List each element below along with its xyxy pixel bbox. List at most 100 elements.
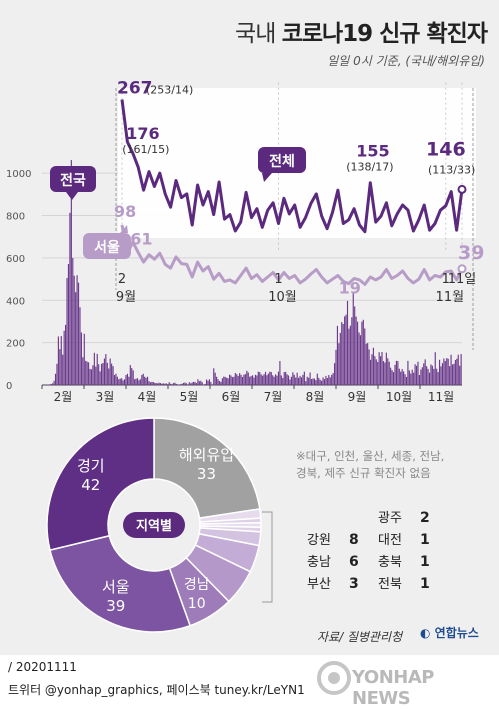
national-bar: [61, 336, 62, 385]
seoul-3-label: 19: [339, 279, 361, 298]
national-bar: [84, 334, 85, 385]
national-bar: [426, 366, 427, 385]
detail-x-tick-day: 11일: [448, 272, 477, 287]
total-peak-sub: (253/14): [146, 84, 193, 97]
national-bar: [354, 306, 355, 385]
donut-slice-label: 서울: [102, 578, 130, 596]
donut-center-text: 지역별: [136, 518, 172, 534]
legend-region-label: 전북: [378, 577, 402, 592]
national-bar: [206, 379, 207, 385]
national-bar: [302, 375, 303, 385]
national-bar: [294, 375, 295, 385]
national-bar: [252, 375, 253, 385]
national-bar: [110, 359, 111, 385]
bar-y-tick: 600: [6, 254, 25, 265]
national-bar: [363, 320, 364, 385]
national-bar: [347, 301, 348, 385]
legend-region-value: 8: [349, 532, 359, 548]
national-bar: [101, 364, 102, 385]
national-bar: [229, 375, 230, 385]
tag-national: 전국: [50, 166, 96, 200]
national-bar: [150, 382, 151, 385]
bar-y-tick: 1000: [6, 169, 31, 180]
national-bar: [448, 359, 449, 385]
national-bar: [79, 307, 80, 385]
total-2-label: 176: [126, 124, 159, 143]
national-bar: [396, 361, 397, 385]
national-bar: [174, 383, 175, 385]
national-bar: [380, 356, 381, 385]
donut-slice-value: 33: [197, 465, 216, 483]
national-bar: [340, 333, 341, 385]
national-bar: [261, 374, 262, 385]
national-bar: [107, 363, 108, 385]
legend-region-label: 충북: [378, 555, 402, 570]
national-bar: [66, 278, 67, 385]
national-bar: [312, 378, 313, 385]
national-bar: [94, 353, 95, 385]
national-bar: [173, 383, 174, 385]
national-bar: [223, 377, 224, 385]
national-bar: [287, 374, 288, 385]
national-bar: [436, 369, 437, 385]
national-bar: [435, 352, 436, 385]
national-bar: [51, 384, 52, 385]
donut-slice-value: 42: [81, 476, 100, 494]
legend-region-value: 3: [349, 576, 359, 592]
national-bar: [289, 379, 290, 385]
national-bar: [412, 370, 413, 385]
national-bar: [123, 380, 124, 385]
legend-region-label: 대전: [378, 533, 402, 548]
national-bar: [95, 367, 96, 385]
national-bar: [387, 358, 388, 385]
bar-x-tick: 5월: [180, 390, 199, 404]
national-bar: [325, 376, 326, 385]
national-bar: [82, 357, 83, 385]
national-bar: [314, 379, 315, 385]
national-bar: [256, 375, 257, 385]
detail-x-tick-month: 9월: [116, 290, 136, 305]
national-bar: [407, 361, 408, 385]
legend-region-value: 6: [349, 554, 359, 570]
national-bar: [399, 369, 400, 385]
national-bar: [274, 377, 275, 385]
national-bar: [114, 375, 115, 385]
national-bar: [304, 372, 305, 385]
national-bar: [239, 373, 240, 385]
no-case-note-line1: ※대구, 인천, 울산, 세종, 전남,: [296, 448, 444, 464]
national-bar: [233, 377, 234, 385]
legend-region-label: 광주: [378, 511, 402, 526]
national-bar: [453, 364, 454, 385]
national-bar: [419, 375, 420, 385]
national-bar: [456, 359, 457, 385]
national-bar: [157, 383, 158, 385]
national-bar: [429, 373, 430, 385]
national-bar: [153, 382, 154, 385]
national-bar: [187, 384, 188, 385]
national-bar: [334, 363, 335, 385]
national-bar: [77, 275, 78, 385]
national-bar: [275, 374, 276, 385]
legend-region-value: 1: [420, 532, 430, 548]
legend-region-label: 부산: [307, 577, 331, 592]
national-bar: [69, 213, 70, 385]
national-bar: [370, 360, 371, 385]
national-bar: [297, 373, 298, 385]
sns-line: 트위터 @yonhap_graphics, 페이스북 tuney.kr/LeYN…: [8, 681, 305, 698]
national-bar: [183, 383, 184, 385]
national-bar: [54, 381, 55, 385]
national-bar: [400, 372, 401, 385]
national-bar: [108, 368, 109, 385]
national-bar: [118, 379, 119, 385]
national-bar: [104, 359, 105, 385]
national-bar: [307, 377, 308, 385]
national-bar: [373, 348, 374, 385]
national-bar: [251, 376, 252, 385]
national-bar: [238, 376, 239, 385]
national-bar: [131, 368, 132, 385]
national-bar: [410, 374, 411, 385]
national-bar: [65, 325, 66, 385]
national-bar: [193, 382, 194, 385]
national-bar: [89, 369, 90, 385]
